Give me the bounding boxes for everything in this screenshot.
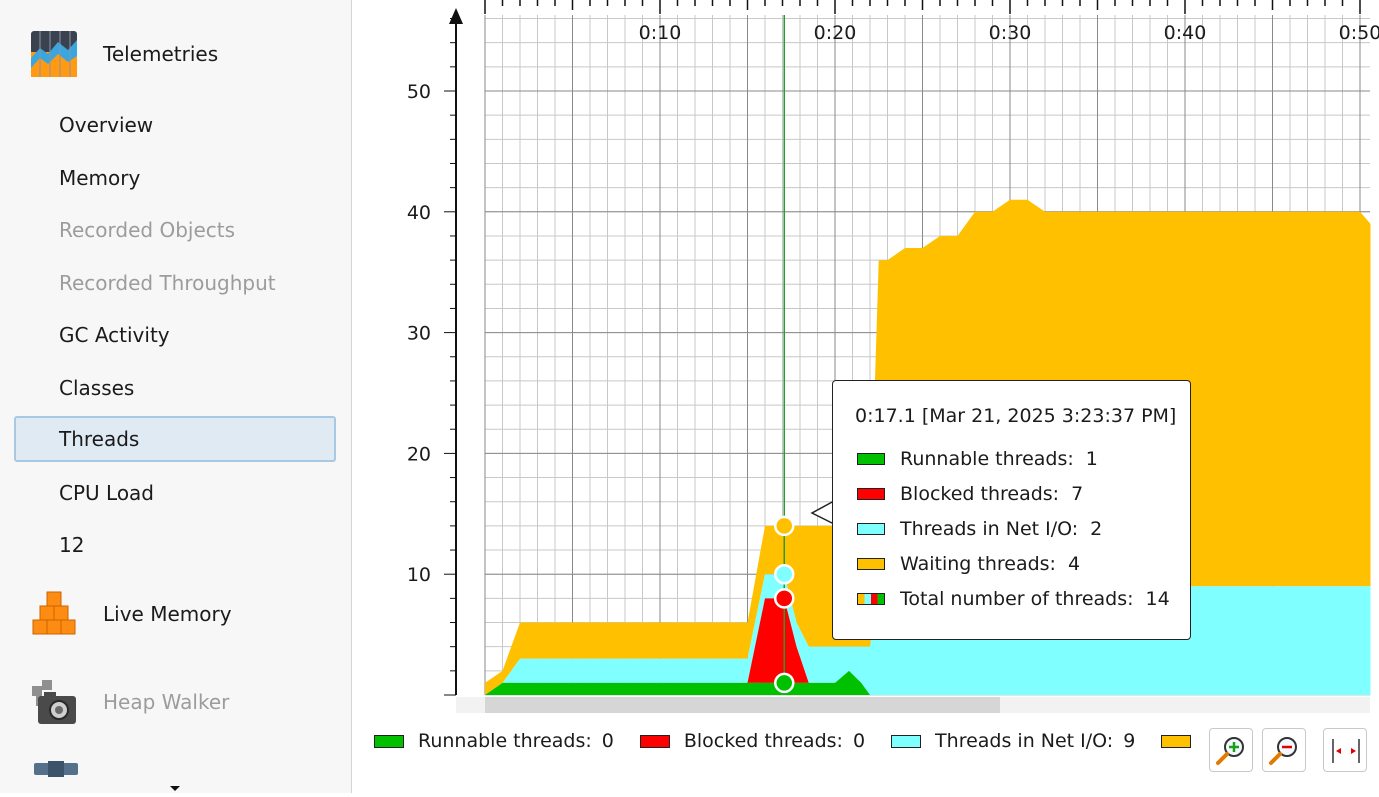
waiting-swatch: [1161, 734, 1192, 748]
legend-value: 9: [1123, 730, 1136, 752]
nav-item-gc-activity[interactable]: GC Activity: [59, 323, 170, 347]
fit-width-button[interactable]: [1323, 728, 1367, 772]
blocked-swatch: [639, 734, 670, 748]
legend-item-blocked[interactable]: Blocked threads: 0: [639, 730, 866, 752]
zoom-out-button[interactable]: [1262, 728, 1306, 772]
tooltip-row-waiting: Waiting threads: 4: [857, 551, 1080, 577]
nav-item-classes[interactable]: Classes: [59, 376, 135, 400]
runnable-swatch: [374, 734, 404, 748]
zoom-out-icon: [1269, 737, 1297, 765]
tooltip-row-net-io: Threads in Net I/O: 2: [857, 516, 1102, 542]
net-io-swatch: [891, 734, 922, 748]
tooltip-title: 0:17.1 [Mar 21, 2025 3:23:37 PM]: [855, 405, 1177, 427]
runnable-area: [485, 670, 1371, 695]
legend-value: 0: [852, 730, 866, 752]
nav-item-recorded-throughput[interactable]: Recorded Throughput: [59, 271, 276, 295]
zoom-in-icon: [1216, 737, 1244, 765]
zoom-in-button[interactable]: [1209, 728, 1253, 772]
telemetries-label: Telemetries: [103, 42, 219, 66]
nav-item-memory[interactable]: Memory: [59, 166, 141, 190]
tooltip-row-label: Threads in Net I/O:: [900, 518, 1079, 540]
legend-item-net-io[interactable]: Threads in Net I/O: 9: [891, 730, 1135, 752]
live-memory-icon: [28, 588, 80, 640]
y-tick-label: 10: [407, 564, 431, 586]
blocked-swatch: [857, 488, 885, 500]
tooltip-row-blocked: Blocked threads: 7: [857, 481, 1083, 507]
cpu-views-icon[interactable]: [30, 760, 82, 782]
live-memory-label: Live Memory: [103, 602, 232, 626]
tooltip-row-label: Waiting threads:: [900, 553, 1056, 575]
legend-item-waiting[interactable]: W: [1161, 730, 1200, 752]
tooltip-row-label: Blocked threads:: [900, 483, 1060, 505]
legend-value: 0: [601, 730, 614, 752]
legend-label: Blocked threads:: [683, 730, 843, 752]
legend-label: Threads in Net I/O:: [935, 730, 1114, 752]
waiting-swatch: [857, 558, 885, 570]
x-tick-label: 0:10: [639, 22, 682, 44]
tooltip-row-label: Runnable threads:: [900, 448, 1074, 470]
x-tick-label: 0:20: [814, 22, 857, 44]
y-tick-label: 50: [407, 81, 431, 103]
heap-walker-section[interactable]: Heap Walker: [28, 674, 229, 730]
chart-tooltip: 0:17.1 [Mar 21, 2025 3:23:37 PM] Runnabl…: [832, 380, 1191, 640]
heap-walker-icon: [28, 676, 80, 728]
telemetries-section[interactable]: Telemetries: [28, 26, 218, 82]
tooltip-row-total: Total number of threads: 14: [857, 586, 1170, 612]
tooltip-row-label: Total number of threads:: [900, 588, 1134, 610]
total-swatch: [857, 593, 885, 605]
nav-item-overview[interactable]: Overview: [59, 113, 154, 137]
tooltip-row-value: 7: [1071, 483, 1084, 505]
tooltip-row-value: 14: [1145, 588, 1170, 610]
y-tick-label: 40: [407, 202, 431, 224]
net-io-swatch: [857, 523, 885, 535]
x-tick-label: 0:30: [989, 22, 1032, 44]
legend-label: Runnable threads:: [418, 730, 592, 752]
tooltip-row-value: 4: [1067, 553, 1081, 575]
runnable-swatch: [857, 453, 885, 465]
scrollbar-thumb[interactable]: [485, 697, 1000, 713]
y-tick-label: 20: [407, 443, 431, 465]
nav-item-cpu-load[interactable]: CPU Load: [59, 481, 154, 505]
tooltip-row-value: 2: [1090, 518, 1103, 540]
nav-item-12[interactable]: 12: [59, 533, 85, 557]
x-tick-label: 0:50: [1339, 22, 1379, 44]
tooltip-pointer: [810, 500, 835, 525]
nav-item-threads[interactable]: Threads: [14, 416, 336, 462]
y-axis-arrow: [449, 8, 463, 24]
tooltip-row-value: 1: [1085, 448, 1098, 470]
cursor-point-runnable: [774, 672, 795, 694]
cursor-point-blocked: [774, 588, 795, 609]
live-memory-section[interactable]: Live Memory: [28, 586, 232, 642]
chart-legend: Runnable threads: 0 Blocked threads: 0 T…: [374, 728, 1200, 754]
cursor-point-waiting: [774, 515, 795, 537]
telemetries-icon: [28, 28, 80, 80]
heap-walker-label: Heap Walker: [103, 690, 230, 714]
fit-width-icon: [1332, 739, 1360, 763]
view-selector-sidebar: Telemetries Overview Memory Recorded Obj…: [0, 0, 352, 793]
tooltip-row-runnable: Runnable threads: 1: [857, 446, 1098, 472]
dropdown-arrow-icon[interactable]: [168, 778, 182, 791]
cursor-point-net-io: [774, 563, 795, 585]
nav-item-recorded-objects[interactable]: Recorded Objects: [59, 218, 236, 242]
y-tick-label: 30: [407, 323, 431, 345]
legend-item-runnable[interactable]: Runnable threads: 0: [374, 730, 614, 752]
x-tick-label: 0:40: [1164, 22, 1207, 44]
